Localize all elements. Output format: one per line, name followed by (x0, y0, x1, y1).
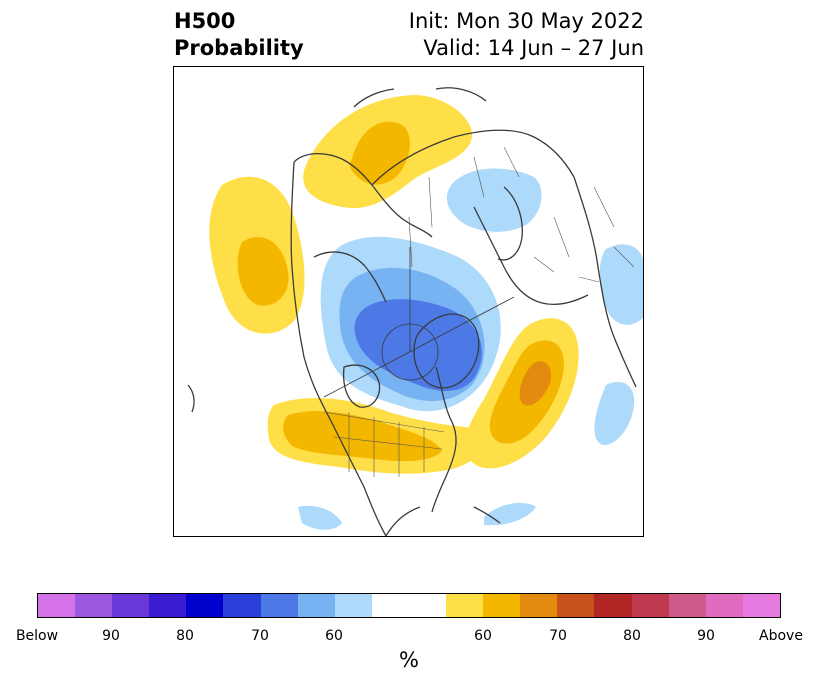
title-variable: H500 (174, 9, 236, 33)
anomaly-below-tropical-a (298, 505, 342, 530)
colorbar-tick-label: 80 (176, 628, 194, 644)
colorbar-tick-label: 90 (697, 628, 715, 644)
title-type: Probability (174, 36, 304, 60)
colorbar-tick-label: 80 (623, 628, 641, 644)
colorbar-tick-label: 60 (325, 628, 343, 644)
colorbar-segment (446, 594, 484, 617)
colorbar-tick-label: 90 (102, 628, 120, 644)
colorbar-segment (631, 594, 669, 617)
title-left: H500 Probability (174, 8, 304, 62)
colorbar-tick-label: 70 (549, 628, 567, 644)
colorbar-tick-label: Above (759, 628, 803, 644)
colorbar-segment (371, 594, 447, 617)
anomaly-above-north-america-70 (283, 411, 442, 462)
colorbar-segment (38, 594, 76, 617)
anomaly-above-atlantic-80 (519, 361, 552, 406)
probability-map (173, 66, 644, 537)
colorbar-tick-label: Below (15, 628, 59, 644)
colorbar-segment (75, 594, 113, 617)
colorbar-segment (705, 594, 743, 617)
anomaly-below-pacific-60 (594, 381, 635, 445)
anomaly-below-arctic-80 (354, 299, 482, 391)
colorbar-segment (112, 594, 150, 617)
coastlines (187, 87, 637, 536)
colorbar-segment (520, 594, 558, 617)
colorbar-unit: % (399, 648, 419, 672)
colorbar-segment (297, 594, 335, 617)
political-borders (323, 146, 635, 477)
colorbar-segment (594, 594, 632, 617)
colorbar-segment (260, 594, 298, 617)
colorbar-segment (334, 594, 372, 617)
colorbar-segment (483, 594, 521, 617)
init-date: Init: Mon 30 May 2022 (408, 9, 644, 33)
colorbar-segment (149, 594, 187, 617)
anomaly-below-tropical-b (484, 502, 536, 526)
colorbar-tick-label: 60 (474, 628, 492, 644)
colorbar-segment (223, 594, 261, 617)
map-canvas (187, 87, 643, 536)
title-right: Init: Mon 30 May 2022 Valid: 14 Jun – 27… (409, 8, 644, 62)
colorbar (37, 593, 781, 618)
graticule (323, 247, 515, 398)
colorbar-segment (557, 594, 595, 617)
colorbar-segment (742, 594, 780, 617)
anomaly-below-east-asia-60 (599, 244, 643, 325)
colorbar-tick-label: 70 (251, 628, 269, 644)
anomaly-below-europe-60 (446, 168, 542, 232)
anomaly-above-gulf-alaska-70 (237, 236, 289, 306)
colorbar-segment (668, 594, 706, 617)
valid-range: Valid: 14 Jun – 27 Jun (423, 36, 644, 60)
anomaly-above-siberia-70 (350, 121, 410, 185)
colorbar-segment (186, 594, 224, 617)
